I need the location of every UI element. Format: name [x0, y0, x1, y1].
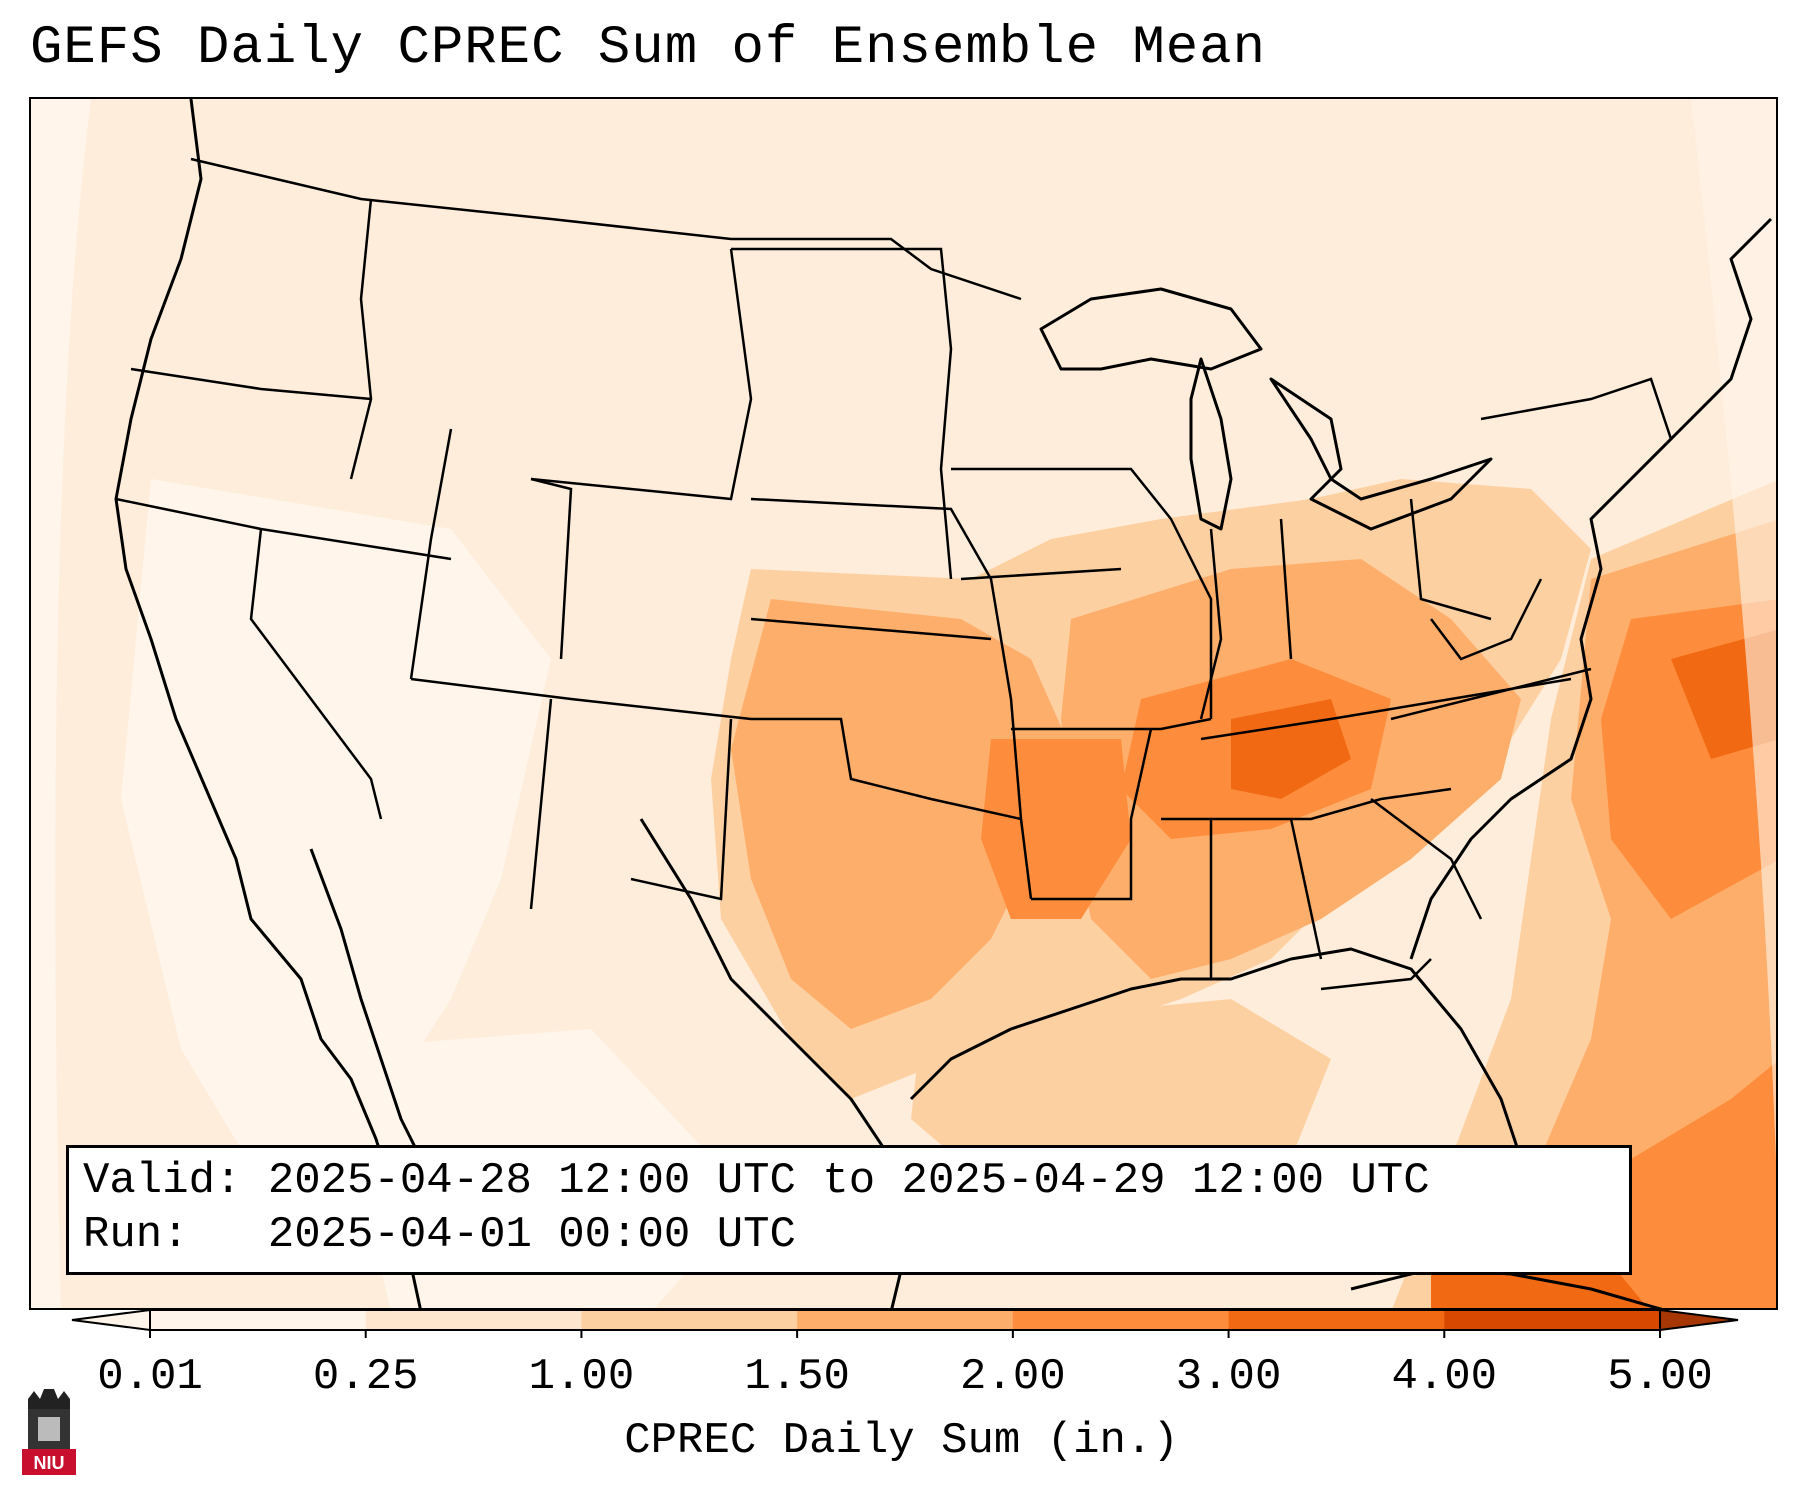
colorbar-segment [797, 1310, 1014, 1330]
great-lakes-superior [1039, 287, 1263, 371]
colorbar-label: CPREC Daily Sum (in.) [624, 1416, 1179, 1466]
logo-window [38, 1417, 60, 1441]
colorbar-segment [1012, 1310, 1230, 1330]
state-borders [115, 157, 1673, 991]
projection-edge-east [1691, 99, 1776, 1163]
atlantic-coastline [1409, 217, 1773, 960]
colorbar-extend-max [1659, 1308, 1739, 1332]
border-ut-co [530, 477, 573, 660]
colorbar-extend-min [71, 1308, 151, 1332]
validity-info-box: Valid: 2025-04-28 12:00 UTC to 2025-04-2… [66, 1145, 1632, 1275]
border-fl-ga [1320, 958, 1432, 991]
projection-edge-west [31, 99, 91, 1308]
pacific-coastline [114, 99, 422, 1308]
precip-map [31, 99, 1776, 1308]
border-co-nm [410, 677, 752, 721]
map-title: GEFS Daily CPREC Sum of Ensemble Mean [30, 18, 1266, 79]
colorbar-tick-label: 0.25 [312, 1352, 419, 1402]
coastlines [114, 99, 1773, 1308]
great-lakes-huron-erie [1269, 377, 1493, 531]
logo-banner [22, 1449, 76, 1475]
valid-time-text: Valid: 2025-04-28 12:00 UTC to 2025-04-2… [83, 1156, 1430, 1206]
colorbar-outline [149, 1309, 1661, 1331]
colorbar-tick-label: 5.00 [1607, 1352, 1713, 1402]
logo-text: NIU [34, 1453, 65, 1473]
map-panel [29, 97, 1778, 1310]
colorbar-segment [581, 1310, 798, 1330]
colorbar-tick-label: 0.01 [97, 1352, 203, 1402]
colorbar-segment [150, 1310, 367, 1330]
border-al-ga [1289, 818, 1323, 960]
border-ar-la-ms [1031, 728, 1153, 901]
precip-dry-southwest [121, 479, 551, 1199]
border-nc-va [1390, 667, 1592, 721]
colorbar-segment [1444, 1310, 1661, 1330]
border-ne-ks-ok [750, 497, 1033, 900]
border-ca-nv [249, 528, 383, 820]
great-lakes-michigan [1189, 357, 1233, 531]
colorbar [71, 1308, 1739, 1338]
border-mo-ar [1011, 717, 1212, 731]
border-midwest [951, 467, 1213, 719]
colorbar-tick-label: 4.00 [1391, 1352, 1498, 1402]
baja-peninsula [309, 848, 423, 1160]
logo-tower [28, 1389, 70, 1409]
colorbar-tick-label: 1.50 [744, 1352, 850, 1402]
border-az-nm [529, 698, 553, 910]
border-in-oh [1279, 518, 1293, 660]
run-time-text: Run: 2025-04-01 00:00 UTC [83, 1210, 796, 1260]
border-wa-or [130, 367, 372, 401]
border-ne-states [1480, 377, 1673, 520]
university-logo-icon: NIU [22, 1389, 76, 1475]
border-ia-mo [960, 567, 1122, 581]
border-il-in [1199, 528, 1223, 720]
border-ok-tx [751, 717, 1022, 821]
border-nv-ut [409, 428, 453, 680]
precip-heavy-plains [731, 599, 1071, 1029]
colorbar-tick-label: 3.00 [1175, 1352, 1282, 1402]
border-oh-pa [1409, 498, 1492, 621]
border-plains-north [731, 247, 953, 580]
colorbar-segment [365, 1310, 582, 1330]
border-va-wv [1430, 578, 1543, 661]
canada-border [190, 157, 1022, 301]
border-ks-ok [750, 617, 992, 641]
border-nm-tx [630, 718, 733, 901]
border-ga-sc [1370, 798, 1483, 920]
border-wy-co [530, 248, 753, 501]
border-id-mt [349, 198, 373, 480]
colorbar-tick-label: 2.00 [960, 1352, 1066, 1402]
precip-peak-tennessee [1231, 699, 1351, 799]
border-tn-ms-al [1161, 787, 1452, 821]
texas-coast [909, 947, 1523, 1210]
colorbar-segment [1228, 1310, 1445, 1330]
colorbar-tick-label: 1.00 [528, 1352, 635, 1402]
